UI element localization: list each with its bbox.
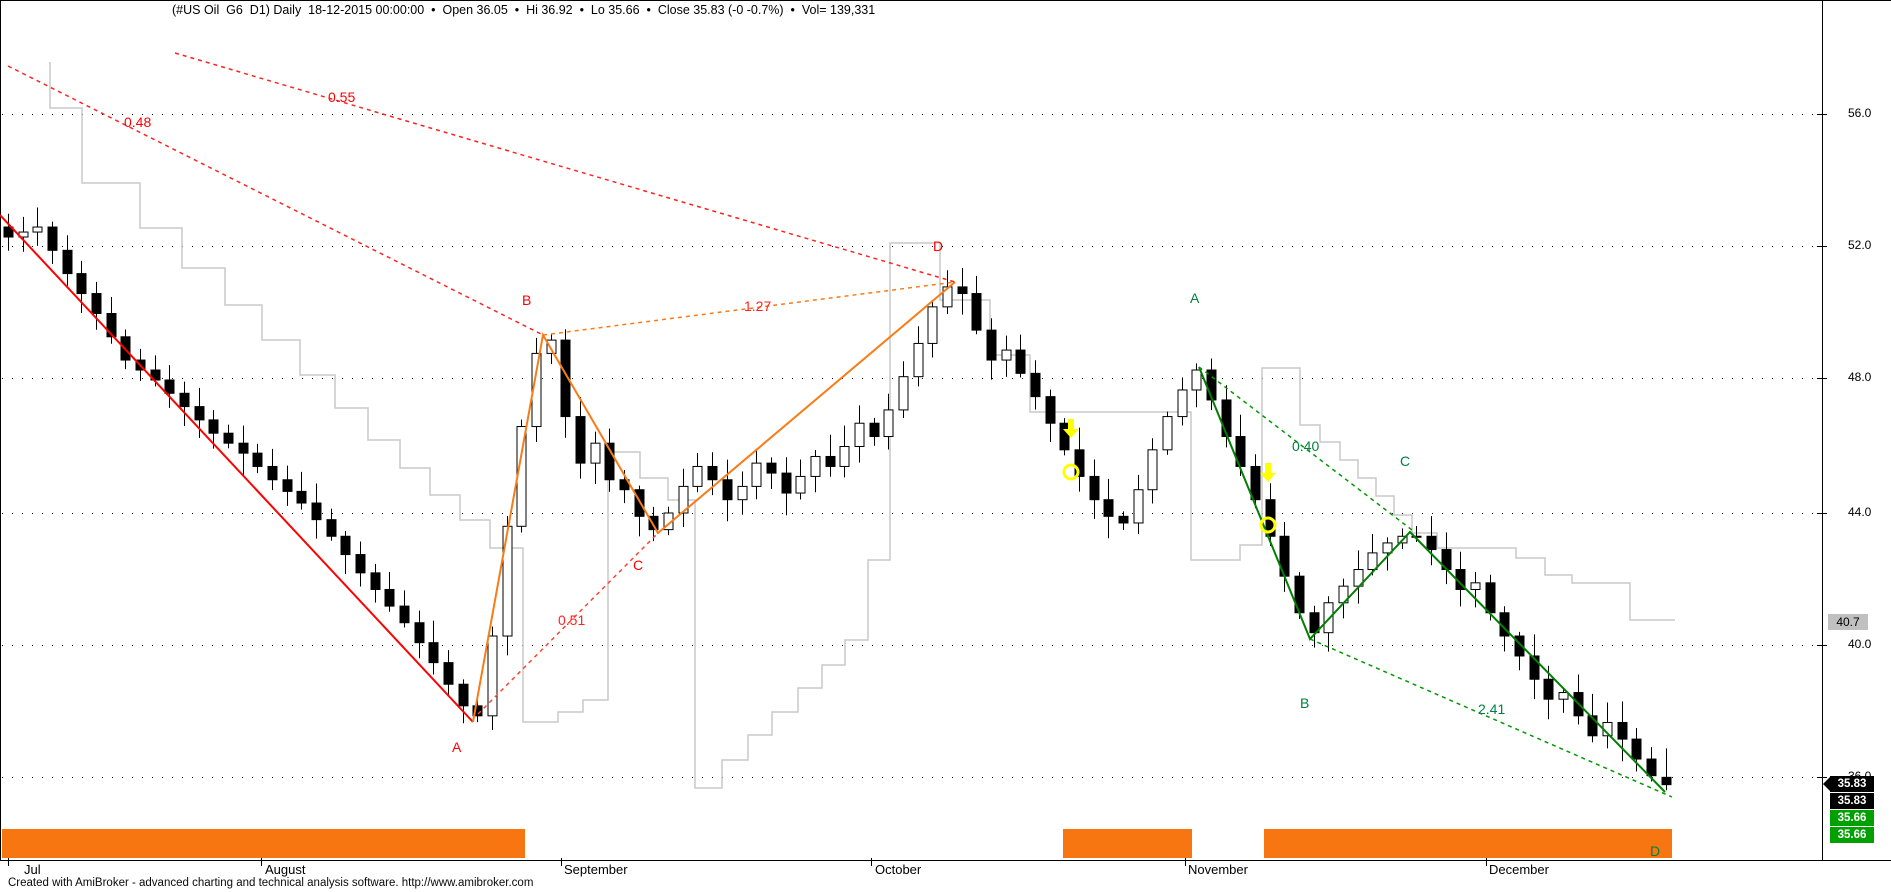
yaxis-label: 56.0 [1848, 106, 1872, 120]
low-price-box: 35.66 [1830, 827, 1874, 843]
pattern-label-0.51: 0.51 [558, 612, 585, 628]
xaxis-month-november: November [1188, 862, 1248, 877]
chart-title: (#US Oil G6 D1) Daily 18-12-2015 00:00:0… [172, 3, 876, 17]
pattern-label-D: D [1650, 843, 1660, 859]
signal-markers [1062, 419, 1277, 534]
yaxis-label: 52.0 [1848, 238, 1872, 252]
amibroker-credit-note: Created with AmiBroker - advanced charti… [8, 877, 534, 889]
xaxis-month-december: December [1489, 862, 1549, 877]
entry-circle-icon [1062, 463, 1080, 481]
pattern-label-0.48: 0.48 [124, 114, 151, 130]
last-price-box: 35.83 [1830, 776, 1874, 792]
xaxis-month-jul: Jul [24, 862, 41, 877]
pattern-label-A: A [452, 739, 462, 755]
yaxis-label: 40.0 [1848, 637, 1872, 651]
close-price-box: 35.83 [1830, 793, 1874, 809]
entry-circle-icon [1259, 516, 1277, 534]
last-price-arrow-icon [1823, 776, 1831, 792]
pattern-label-1.27: 1.27 [744, 298, 771, 314]
down-arrow-icon [1260, 463, 1276, 482]
yaxis-label: 48.0 [1848, 370, 1872, 384]
pattern-label-2.41: 2.41 [1478, 701, 1505, 717]
window-top-border [0, 0, 1891, 1]
trailing-stop-line [49, 62, 1675, 789]
candlesticks [3, 207, 1672, 791]
bearish-xabcd-orange: A B C D 0.48 0.55 1.27 0.51 [0, 52, 956, 755]
signal-ribbon [2, 829, 1672, 858]
xaxis-month-october: October [875, 862, 922, 877]
xaxis-month-august: August [265, 862, 306, 877]
pattern-label-B: B [1300, 695, 1309, 711]
x-axis [0, 0, 1891, 866]
window-left-border [0, 0, 1, 860]
bearish-abcd-green: A B C D 0.40 2.41 [1190, 290, 1673, 859]
xaxis-month-september: September [564, 862, 628, 877]
stop-value-box: 40.7 [1828, 614, 1868, 630]
pattern-label-B: B [522, 292, 531, 308]
pattern-label-0.40: 0.40 [1292, 438, 1319, 454]
down-arrow-icon [1063, 419, 1079, 438]
pattern-label-C: C [1400, 453, 1410, 469]
yaxis-label: 44.0 [1848, 505, 1872, 519]
pattern-label-0.55: 0.55 [328, 89, 355, 105]
pattern-label-A: A [1190, 290, 1200, 306]
pattern-label-D: D [933, 238, 943, 254]
pattern-label-C: C [633, 557, 643, 573]
low-price-box: 35.66 [1830, 810, 1874, 826]
